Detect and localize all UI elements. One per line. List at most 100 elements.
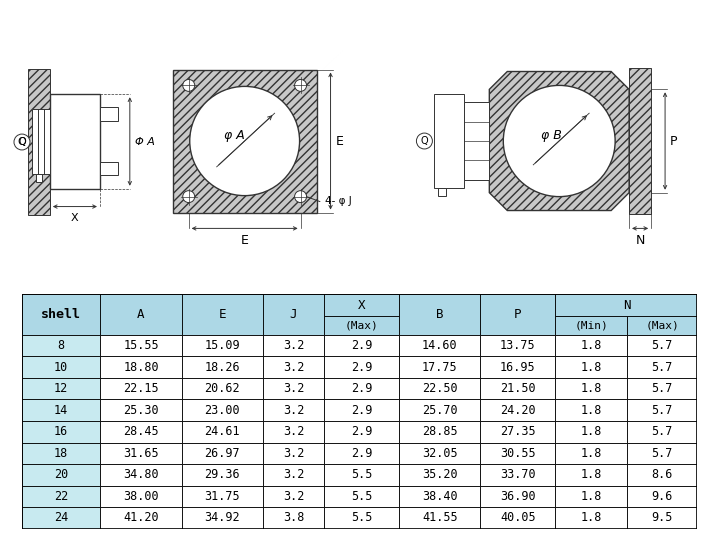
Text: 3.2: 3.2 (283, 447, 304, 460)
Text: Φ A: Φ A (135, 137, 155, 146)
Text: Q: Q (421, 136, 429, 146)
Bar (556, 356, 627, 378)
Bar (627, 316, 697, 335)
Bar (556, 485, 627, 507)
Text: 18.80: 18.80 (123, 360, 159, 374)
Text: 2.9: 2.9 (351, 382, 372, 395)
Text: shell: shell (41, 308, 81, 321)
Text: N: N (636, 234, 645, 247)
Text: 38.00: 38.00 (123, 490, 159, 503)
Text: φ B: φ B (541, 129, 562, 142)
Bar (627, 421, 697, 443)
Text: 5.7: 5.7 (651, 404, 673, 417)
Bar (181, 356, 262, 378)
Text: 2.9: 2.9 (351, 425, 372, 438)
Text: 25.30: 25.30 (123, 404, 159, 417)
Text: 34.92: 34.92 (204, 512, 240, 524)
Bar (262, 335, 324, 356)
Bar (324, 443, 399, 464)
Bar (399, 335, 480, 356)
Text: 27.35: 27.35 (500, 425, 536, 438)
Text: 5.7: 5.7 (651, 360, 673, 374)
Bar (556, 399, 627, 421)
Bar (480, 294, 556, 335)
Bar (22, 507, 101, 529)
Bar (556, 294, 697, 316)
Bar (627, 378, 697, 399)
Bar (324, 485, 399, 507)
Polygon shape (490, 72, 629, 210)
Circle shape (183, 191, 195, 202)
Text: 2.9: 2.9 (351, 339, 372, 352)
Text: 21.50: 21.50 (500, 382, 536, 395)
Text: 17.75: 17.75 (422, 360, 458, 374)
Bar (181, 294, 262, 335)
Text: 2.9: 2.9 (351, 447, 372, 460)
Bar (627, 485, 697, 507)
Bar (324, 421, 399, 443)
Text: 1.8: 1.8 (580, 404, 602, 417)
Bar (627, 507, 697, 529)
Text: 38.40: 38.40 (422, 490, 458, 503)
Bar (480, 507, 556, 529)
Text: (Max): (Max) (645, 320, 679, 331)
Text: 22: 22 (54, 490, 68, 503)
Circle shape (503, 85, 615, 197)
Bar (399, 464, 480, 485)
Text: 5.7: 5.7 (651, 339, 673, 352)
Bar (22, 485, 101, 507)
Bar (399, 507, 480, 529)
Bar (399, 294, 480, 335)
Bar (101, 378, 181, 399)
Bar (22, 464, 101, 485)
Text: 10: 10 (54, 360, 68, 374)
Bar (262, 294, 324, 335)
Text: 41.20: 41.20 (123, 512, 159, 524)
Text: P: P (670, 135, 677, 147)
Bar (181, 399, 262, 421)
Bar (32, 109, 50, 174)
Text: 25.70: 25.70 (422, 404, 458, 417)
Circle shape (295, 191, 306, 202)
Bar (36, 174, 42, 182)
Text: 35.20: 35.20 (422, 468, 458, 481)
Text: J: J (290, 308, 297, 321)
Text: 31.75: 31.75 (204, 490, 240, 503)
Text: 3.2: 3.2 (283, 425, 304, 438)
Text: 14: 14 (54, 404, 68, 417)
Bar (262, 399, 324, 421)
Bar (101, 507, 181, 529)
Bar (627, 443, 697, 464)
Bar (262, 507, 324, 529)
Text: 26.97: 26.97 (204, 447, 240, 460)
Bar (556, 316, 627, 335)
Circle shape (190, 87, 300, 195)
Text: 24.20: 24.20 (500, 404, 536, 417)
Text: 8.6: 8.6 (651, 468, 673, 481)
Text: X: X (71, 213, 78, 223)
Text: X: X (358, 299, 365, 311)
Text: E: E (336, 135, 344, 147)
Bar (399, 421, 480, 443)
Bar (101, 399, 181, 421)
Text: 9.6: 9.6 (651, 490, 673, 503)
Text: 30.55: 30.55 (500, 447, 536, 460)
Bar (101, 335, 181, 356)
Text: 3.2: 3.2 (283, 468, 304, 481)
Text: 3.2: 3.2 (283, 404, 304, 417)
Bar (28, 68, 50, 216)
Text: 5.5: 5.5 (351, 490, 372, 503)
Text: 34.80: 34.80 (123, 468, 159, 481)
Text: 36.90: 36.90 (500, 490, 536, 503)
Text: 28.85: 28.85 (422, 425, 458, 438)
Text: 22.15: 22.15 (123, 382, 159, 395)
Bar (627, 464, 697, 485)
Bar (262, 485, 324, 507)
Text: 5.7: 5.7 (651, 382, 673, 395)
Bar (50, 95, 100, 189)
Bar (22, 335, 101, 356)
Bar (181, 443, 262, 464)
Bar (262, 443, 324, 464)
Bar (399, 485, 480, 507)
Circle shape (416, 133, 432, 149)
